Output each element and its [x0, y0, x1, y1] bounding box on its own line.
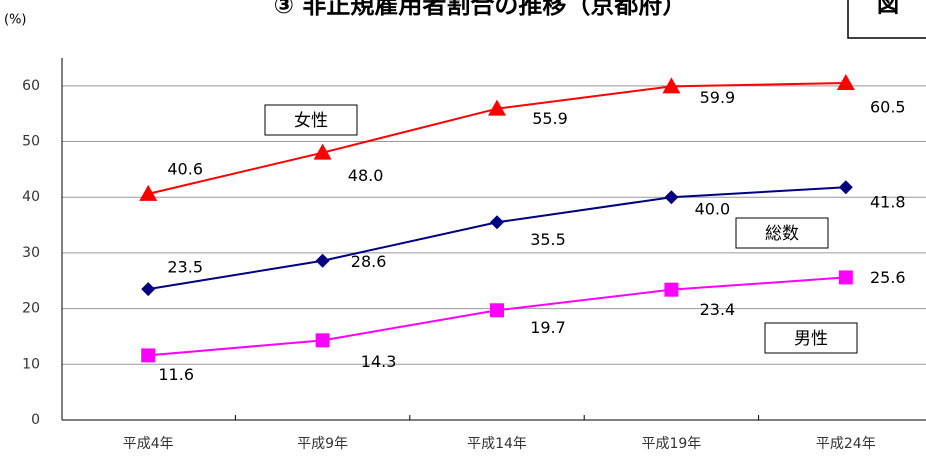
marker	[141, 282, 156, 297]
legend-label: 女性	[294, 111, 328, 131]
marker	[836, 74, 855, 91]
data-label: 40.6	[167, 159, 203, 178]
y-unit: (%)	[4, 13, 27, 28]
y-tick-label: 30	[22, 245, 40, 261]
marker	[490, 215, 504, 230]
marker	[315, 253, 330, 268]
y-tick-label: 40	[22, 189, 40, 205]
data-label: 60.5	[870, 98, 906, 117]
marker	[315, 333, 330, 348]
y-tick-label: 20	[22, 301, 40, 317]
data-label: 23.5	[167, 258, 203, 277]
data-label: 41.8	[870, 193, 906, 212]
data-label: 55.9	[532, 109, 568, 128]
marker	[139, 184, 158, 201]
data-label: 14.3	[361, 352, 397, 371]
x-tick-label: 平成4年	[123, 436, 174, 452]
data-label: 28.6	[351, 252, 387, 271]
x-tick-label: 平成19年	[641, 436, 701, 452]
data-label: 59.9	[700, 88, 736, 107]
marker	[664, 190, 679, 205]
y-tick-label: 60	[22, 78, 40, 94]
x-tick-label: 平成9年	[297, 436, 348, 452]
chart-title: ③ 非正規雇用者割合の推移（京都府）	[274, 0, 687, 19]
data-label: 35.5	[530, 230, 566, 249]
legend-box	[264, 104, 358, 136]
figure-label: 図	[877, 0, 899, 18]
marker	[313, 143, 332, 160]
y-tick-label: 50	[22, 134, 40, 150]
marker	[838, 270, 853, 285]
legend-label: 総数	[765, 224, 799, 244]
marker	[141, 348, 156, 363]
marker	[662, 77, 681, 94]
data-label: 11.6	[158, 365, 194, 384]
marker	[490, 303, 504, 318]
x-tick-label: 平成24年	[816, 436, 876, 452]
data-label: 23.4	[700, 300, 736, 319]
legend-label: 男性	[794, 329, 828, 349]
data-label: 48.0	[348, 166, 384, 185]
figure-label-box	[847, 0, 926, 39]
x-tick-label: 平成14年	[467, 436, 527, 452]
data-label: 40.0	[695, 200, 731, 219]
data-label: 25.6	[870, 268, 906, 287]
marker	[488, 99, 506, 116]
data-label: 19.7	[530, 318, 566, 337]
marker	[664, 282, 679, 297]
legend-box	[764, 322, 858, 354]
y-tick-label: 0	[31, 412, 40, 428]
legend-box	[735, 217, 829, 249]
y-tick-label: 10	[22, 356, 40, 372]
marker	[838, 180, 853, 195]
